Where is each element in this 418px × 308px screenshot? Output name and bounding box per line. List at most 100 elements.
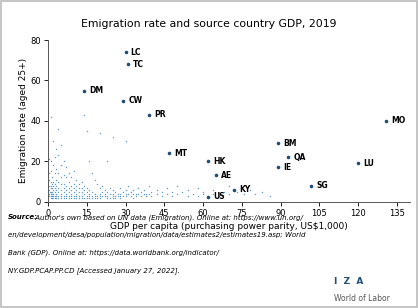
Point: [205, 194, 212, 199]
Point: [184, 193, 191, 198]
Point: [104, 189, 111, 194]
Point: [73, 191, 80, 196]
Point: [81, 88, 88, 93]
Point: [233, 189, 240, 194]
Point: [71, 195, 77, 200]
Point: [125, 62, 132, 67]
Point: [55, 179, 62, 184]
Point: [73, 193, 80, 198]
Point: [91, 191, 98, 196]
Point: [60, 159, 67, 164]
Point: [51, 185, 58, 190]
Point: [135, 191, 142, 196]
Text: BM: BM: [283, 139, 297, 148]
Text: Emigration rate and source country GDP, 2019: Emigration rate and source country GDP, …: [81, 19, 337, 29]
Point: [58, 195, 64, 200]
Point: [194, 185, 201, 190]
Point: [140, 187, 147, 192]
Text: en/development/desa/population/migration/data/estimates2/estimates19.asp; World: en/development/desa/population/migration…: [8, 232, 305, 238]
Point: [125, 191, 132, 196]
Point: [60, 173, 67, 178]
Point: [60, 189, 67, 194]
Text: CW: CW: [128, 96, 142, 105]
Text: NY.GDP.PCAP.PP.CD [Accessed January 27, 2022].: NY.GDP.PCAP.PP.CD [Accessed January 27, …: [8, 268, 179, 274]
Point: [53, 147, 59, 152]
Point: [89, 195, 95, 200]
Point: [65, 189, 72, 194]
Point: [133, 191, 139, 196]
Point: [47, 191, 54, 196]
Point: [130, 187, 137, 192]
Point: [81, 195, 88, 200]
Point: [76, 181, 82, 186]
Point: [65, 195, 72, 200]
Point: [47, 193, 54, 198]
Point: [89, 193, 95, 198]
Point: [63, 193, 69, 198]
Text: MO: MO: [392, 116, 406, 125]
Point: [109, 193, 116, 198]
Point: [117, 193, 124, 198]
Point: [122, 193, 129, 198]
Text: TC: TC: [133, 60, 144, 69]
Point: [97, 131, 103, 136]
Point: [133, 193, 139, 198]
Point: [47, 185, 54, 190]
Point: [205, 159, 212, 164]
Point: [65, 193, 72, 198]
Point: [48, 191, 55, 196]
Text: Bank (GDP). Online at: https://data.worldbank.org/indicator/: Bank (GDP). Online at: https://data.worl…: [8, 250, 218, 256]
Text: I  Z  A: I Z A: [334, 277, 364, 286]
Point: [46, 193, 53, 198]
Text: IE: IE: [283, 163, 291, 172]
Point: [97, 185, 103, 190]
Point: [120, 189, 126, 194]
Text: PR: PR: [154, 110, 166, 119]
Point: [130, 195, 137, 200]
Point: [169, 189, 176, 194]
Text: AE: AE: [221, 171, 232, 180]
Point: [60, 195, 67, 200]
Y-axis label: Emigration rate (aged 25+): Emigration rate (aged 25+): [19, 58, 28, 184]
Point: [109, 195, 116, 200]
Text: QA: QA: [293, 153, 306, 162]
Point: [65, 179, 72, 184]
Point: [47, 183, 54, 188]
Point: [47, 169, 54, 174]
Point: [200, 189, 206, 194]
Point: [58, 191, 64, 196]
Point: [112, 189, 119, 194]
Point: [226, 191, 232, 196]
Point: [138, 189, 144, 194]
Point: [99, 189, 106, 194]
Point: [68, 175, 75, 180]
Text: MT: MT: [175, 149, 188, 158]
Point: [50, 183, 56, 188]
Point: [58, 143, 64, 148]
Text: LC: LC: [131, 48, 141, 57]
Point: [55, 185, 62, 190]
Point: [143, 191, 150, 196]
Point: [46, 171, 53, 176]
Point: [148, 189, 155, 194]
Point: [166, 151, 173, 156]
Point: [125, 183, 132, 188]
Point: [285, 155, 292, 160]
Point: [86, 195, 93, 200]
Point: [86, 193, 93, 198]
Point: [117, 191, 124, 196]
Point: [47, 189, 54, 194]
Point: [138, 193, 144, 198]
Point: [259, 189, 266, 194]
Text: Source:: Source:: [8, 214, 37, 220]
Point: [179, 189, 186, 194]
Point: [153, 187, 160, 192]
Point: [99, 183, 106, 188]
Point: [220, 189, 227, 194]
Point: [58, 193, 64, 198]
Point: [81, 112, 88, 117]
Point: [81, 191, 88, 196]
Point: [189, 191, 196, 196]
Point: [63, 191, 69, 196]
Point: [140, 191, 147, 196]
